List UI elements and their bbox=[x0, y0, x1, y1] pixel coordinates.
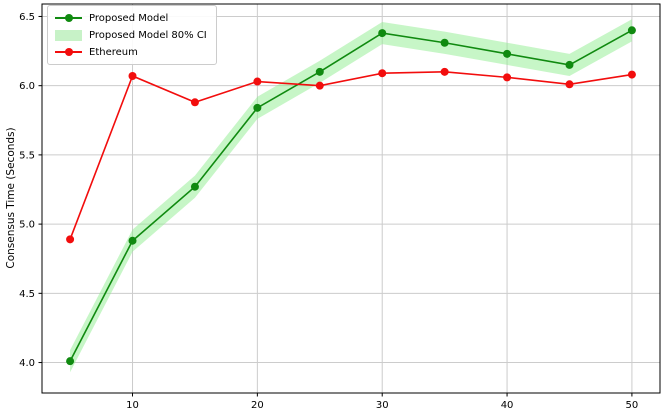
x-tick-label: 40 bbox=[501, 400, 514, 411]
ethereum-data-point bbox=[190, 98, 199, 107]
ethereum-data-point bbox=[627, 70, 636, 79]
proposed-model-data-point bbox=[128, 236, 137, 245]
x-tick-label: 20 bbox=[251, 400, 264, 411]
ethereum-marker-icon bbox=[64, 48, 73, 56]
proposed-model-data-point bbox=[378, 29, 387, 38]
proposed-model-data-point bbox=[565, 60, 574, 69]
ethereum-data-point bbox=[503, 73, 512, 82]
legend: Proposed Model Proposed Model 80% CI Eth… bbox=[47, 5, 217, 65]
y-tick-label: 6.0 bbox=[19, 81, 35, 92]
legend-item-proposed-model: Proposed Model bbox=[55, 10, 207, 26]
proposed-model-data-point bbox=[66, 357, 75, 366]
y-tick-label: 5.5 bbox=[19, 150, 35, 161]
y-tick-label: 4.0 bbox=[19, 358, 35, 369]
proposed-model-data-point bbox=[315, 67, 324, 76]
y-tick-label: 4.5 bbox=[19, 289, 35, 300]
x-tick-label: 30 bbox=[376, 400, 389, 411]
ethereum-data-point bbox=[378, 69, 387, 78]
legend-item-ethereum: Ethereum bbox=[55, 44, 207, 60]
ethereum-data-point bbox=[253, 77, 262, 86]
proposed-model-data-point bbox=[440, 38, 449, 47]
ethereum-data-point bbox=[66, 235, 75, 244]
proposed-model-line-swatch bbox=[55, 14, 82, 22]
legend-label-proposed-model: Proposed Model bbox=[89, 12, 169, 24]
ethereum-data-point bbox=[440, 67, 449, 76]
ethereum-data-point bbox=[565, 80, 574, 89]
ethereum-line-swatch bbox=[55, 48, 82, 56]
ethereum-data-point bbox=[128, 71, 137, 80]
legend-label-ethereum: Ethereum bbox=[89, 46, 138, 58]
ci-band-swatch bbox=[55, 29, 82, 41]
y-axis-label: Consensus Time (Seconds) bbox=[5, 127, 17, 269]
proposed-model-marker-icon bbox=[64, 14, 73, 22]
ci-band bbox=[70, 19, 632, 373]
x-tick-label: 10 bbox=[126, 400, 139, 411]
proposed-model-series-line bbox=[69, 29, 633, 362]
x-tick-label: 50 bbox=[626, 400, 639, 411]
proposed-model-data-point bbox=[503, 49, 512, 58]
y-tick-label: 5.0 bbox=[19, 220, 35, 231]
proposed-model-data-point bbox=[627, 26, 636, 35]
ethereum-data-point bbox=[315, 81, 324, 90]
legend-label-proposed-model-ci: Proposed Model 80% CI bbox=[89, 29, 207, 41]
proposed-model-data-point bbox=[190, 182, 199, 191]
ethereum-series-line bbox=[69, 71, 633, 240]
proposed-model-data-point bbox=[253, 103, 262, 112]
plot-border bbox=[41, 3, 661, 394]
y-tick-label: 6.5 bbox=[19, 12, 35, 23]
legend-item-proposed-model-ci: Proposed Model 80% CI bbox=[55, 27, 207, 43]
